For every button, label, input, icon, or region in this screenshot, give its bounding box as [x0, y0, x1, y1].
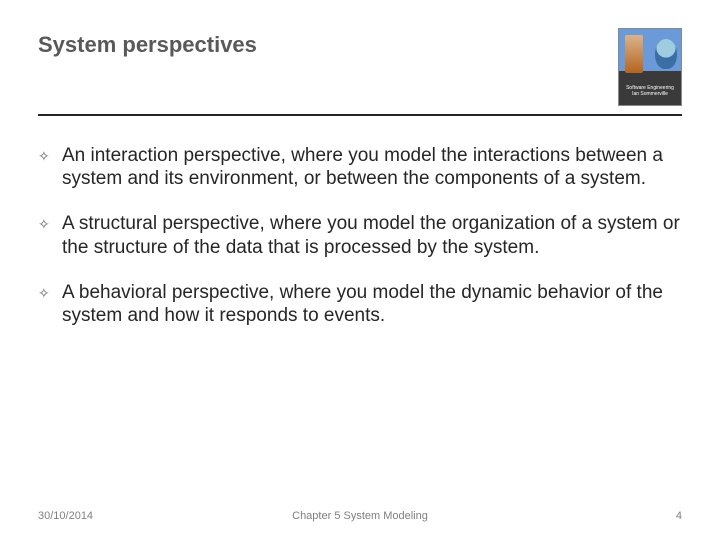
list-item: ✧ A structural perspective, where you mo…: [38, 212, 682, 258]
list-item: ✧ An interaction perspective, where you …: [38, 144, 682, 190]
book-cover-line2: Ian Sommerville: [632, 91, 668, 97]
bullet-text: A behavioral perspective, where you mode…: [62, 282, 663, 326]
list-item: ✧ A behavioral perspective, where you mo…: [38, 281, 682, 327]
header-row: System perspectives Software Engineering…: [38, 28, 682, 106]
bullet-text: An interaction perspective, where you mo…: [62, 145, 663, 189]
slide: System perspectives Software Engineering…: [0, 0, 720, 540]
book-cover-label: Software Engineering Ian Sommerville: [619, 86, 681, 97]
diamond-icon: ✧: [38, 216, 50, 233]
bullet-text: A structural perspective, where you mode…: [62, 213, 680, 257]
footer: 30/10/2014 Chapter 5 System Modeling 4: [38, 510, 682, 522]
footer-chapter: Chapter 5 System Modeling: [38, 510, 682, 522]
book-cover-image: Software Engineering Ian Sommerville: [618, 28, 682, 106]
bullet-list: ✧ An interaction perspective, where you …: [38, 144, 682, 327]
diamond-icon: ✧: [38, 148, 50, 165]
title-divider: [38, 114, 682, 116]
diamond-icon: ✧: [38, 285, 50, 302]
slide-title: System perspectives: [38, 28, 257, 58]
